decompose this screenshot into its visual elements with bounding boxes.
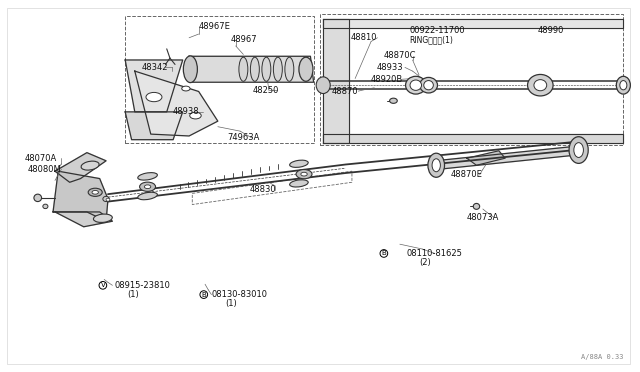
Ellipse shape bbox=[616, 76, 630, 94]
Ellipse shape bbox=[183, 56, 197, 83]
Ellipse shape bbox=[146, 92, 162, 102]
Ellipse shape bbox=[299, 57, 313, 81]
Ellipse shape bbox=[569, 137, 588, 163]
Text: 48933: 48933 bbox=[376, 63, 403, 72]
Text: 48870: 48870 bbox=[332, 87, 358, 96]
Ellipse shape bbox=[290, 180, 308, 187]
Text: 48080M: 48080M bbox=[28, 165, 61, 174]
Text: 48967E: 48967E bbox=[198, 22, 230, 31]
Text: 48967: 48967 bbox=[230, 35, 257, 44]
Polygon shape bbox=[323, 19, 623, 29]
Ellipse shape bbox=[432, 159, 440, 172]
Polygon shape bbox=[467, 151, 505, 165]
Polygon shape bbox=[125, 112, 182, 140]
Text: B: B bbox=[381, 250, 386, 256]
Text: 48870C: 48870C bbox=[384, 51, 417, 60]
Ellipse shape bbox=[534, 80, 547, 91]
Ellipse shape bbox=[390, 98, 397, 103]
Text: 08130-83010: 08130-83010 bbox=[211, 290, 268, 299]
Text: 48073A: 48073A bbox=[467, 213, 499, 222]
Text: (1): (1) bbox=[225, 299, 237, 308]
Ellipse shape bbox=[410, 80, 422, 90]
Text: 48830: 48830 bbox=[250, 185, 276, 194]
Ellipse shape bbox=[103, 196, 109, 202]
Ellipse shape bbox=[250, 57, 259, 81]
Text: 48810: 48810 bbox=[351, 33, 377, 42]
Polygon shape bbox=[435, 146, 582, 169]
Text: 74963A: 74963A bbox=[227, 133, 260, 142]
Text: 00922-11700: 00922-11700 bbox=[410, 26, 465, 35]
Text: 48250: 48250 bbox=[253, 86, 279, 95]
Ellipse shape bbox=[239, 57, 248, 81]
Polygon shape bbox=[189, 56, 314, 82]
Text: V: V bbox=[100, 282, 105, 288]
Ellipse shape bbox=[34, 194, 42, 202]
Text: 48938: 48938 bbox=[173, 108, 200, 116]
Ellipse shape bbox=[290, 160, 308, 167]
Text: 48920B: 48920B bbox=[371, 75, 403, 84]
Ellipse shape bbox=[420, 77, 438, 93]
Polygon shape bbox=[55, 212, 113, 227]
Ellipse shape bbox=[527, 74, 553, 96]
Ellipse shape bbox=[262, 57, 271, 81]
Polygon shape bbox=[55, 153, 106, 182]
Text: 48342: 48342 bbox=[141, 63, 168, 72]
Polygon shape bbox=[323, 19, 349, 143]
Text: 08110-81625: 08110-81625 bbox=[406, 249, 462, 258]
Ellipse shape bbox=[138, 192, 157, 200]
Ellipse shape bbox=[92, 190, 99, 194]
Ellipse shape bbox=[182, 86, 190, 91]
Text: 08915-23810: 08915-23810 bbox=[115, 281, 170, 290]
Ellipse shape bbox=[43, 204, 48, 209]
Text: B: B bbox=[202, 292, 206, 298]
Ellipse shape bbox=[138, 173, 157, 180]
Ellipse shape bbox=[93, 214, 112, 222]
Text: (1): (1) bbox=[127, 290, 139, 299]
Ellipse shape bbox=[189, 112, 201, 119]
Text: (2): (2) bbox=[419, 258, 431, 267]
Ellipse shape bbox=[140, 182, 156, 191]
Polygon shape bbox=[125, 60, 182, 112]
Text: A/88A 0.33: A/88A 0.33 bbox=[581, 354, 623, 360]
Ellipse shape bbox=[106, 198, 110, 201]
Ellipse shape bbox=[406, 76, 426, 94]
Polygon shape bbox=[53, 171, 108, 221]
Ellipse shape bbox=[620, 81, 627, 90]
Ellipse shape bbox=[424, 81, 433, 90]
Bar bbox=[125, 16, 314, 143]
Text: RINGリング(1): RINGリング(1) bbox=[410, 35, 453, 44]
Bar bbox=[320, 14, 623, 145]
Ellipse shape bbox=[145, 185, 151, 189]
Ellipse shape bbox=[296, 170, 312, 179]
Polygon shape bbox=[135, 71, 218, 136]
Ellipse shape bbox=[81, 161, 99, 170]
Ellipse shape bbox=[285, 57, 294, 81]
Ellipse shape bbox=[316, 77, 330, 93]
Ellipse shape bbox=[88, 188, 102, 196]
Polygon shape bbox=[323, 134, 623, 143]
Text: 48870E: 48870E bbox=[451, 170, 483, 179]
Ellipse shape bbox=[301, 172, 307, 176]
Text: 48070A: 48070A bbox=[25, 154, 57, 163]
Ellipse shape bbox=[574, 142, 584, 157]
Ellipse shape bbox=[428, 153, 445, 177]
Text: 48990: 48990 bbox=[537, 26, 563, 35]
Ellipse shape bbox=[473, 203, 479, 209]
Ellipse shape bbox=[273, 57, 282, 81]
